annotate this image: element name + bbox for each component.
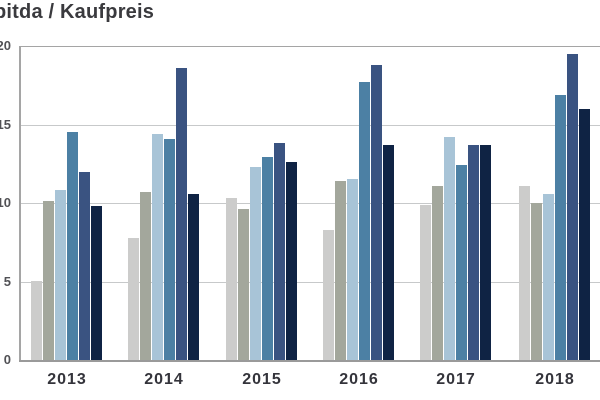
bar-2015-series-6-dark-navy	[286, 162, 297, 360]
x-axis-tick-label-2015: 2015	[242, 371, 282, 388]
bar-2017-series-6-dark-navy	[480, 145, 491, 360]
bar-2015-series-2-sage-gray	[238, 209, 249, 360]
bar-2015-series-5-slate-blue	[274, 143, 285, 360]
bar-2018-series-2-sage-gray	[531, 203, 542, 360]
bar-2016-series-2-sage-gray	[335, 181, 346, 360]
gridline-y-15	[19, 125, 600, 126]
bar-2014-series-6-dark-navy	[188, 194, 199, 360]
bar-2016-series-1-light-gray	[323, 230, 334, 360]
bar-2016-series-6-dark-navy	[383, 145, 394, 360]
bar-2017-series-1-light-gray	[420, 205, 431, 360]
bar-2014-series-2-sage-gray	[140, 192, 151, 360]
bar-2015-series-3-light-blue	[250, 167, 261, 360]
x-axis-tick-label-2013: 2013	[47, 371, 87, 388]
bar-2013-series-4-steel-blue	[67, 132, 78, 360]
bar-2018-series-3-light-blue	[543, 194, 554, 360]
bar-2015-series-1-light-gray	[226, 198, 237, 360]
y-axis-tick-label-10: 10	[0, 195, 11, 210]
bar-2015-series-4-steel-blue	[262, 157, 273, 360]
bar-2018-series-5-slate-blue	[567, 54, 578, 360]
bar-2016-series-5-slate-blue	[371, 65, 382, 360]
bar-2017-series-3-light-blue	[444, 137, 455, 360]
gridline-y-10	[19, 203, 600, 204]
bar-2017-series-5-slate-blue	[468, 145, 479, 360]
bar-2017-series-2-sage-gray	[432, 186, 443, 360]
bar-2018-series-1-light-gray	[519, 186, 530, 360]
y-axis-tick-label-15: 15	[0, 117, 11, 132]
bar-2018-series-4-steel-blue	[555, 95, 566, 360]
x-axis-tick-label-2018: 2018	[535, 371, 575, 388]
bar-2013-series-2-sage-gray	[43, 201, 54, 360]
chart-title: bitda / Kaufpreis	[0, 1, 155, 23]
x-axis-tick-label-2017: 2017	[436, 371, 476, 388]
gridline-y-20	[19, 46, 600, 47]
gridline-y-5	[19, 282, 600, 283]
y-axis-line	[19, 46, 21, 360]
bar-2014-series-3-light-blue	[152, 134, 163, 360]
bar-2016-series-4-steel-blue	[359, 82, 370, 360]
bar-2013-series-5-slate-blue	[79, 172, 90, 360]
bar-2014-series-5-slate-blue	[176, 68, 187, 360]
x-axis-line	[19, 360, 600, 362]
x-axis-tick-label-2014: 2014	[144, 371, 184, 388]
y-axis-tick-label-0: 0	[3, 352, 11, 367]
x-axis-tick-label-2016: 2016	[339, 371, 379, 388]
bar-2014-series-4-steel-blue	[164, 139, 175, 360]
bar-2013-series-1-light-gray	[31, 281, 42, 360]
bar-2017-series-4-steel-blue	[456, 165, 467, 360]
bar-2013-series-6-dark-navy	[91, 206, 102, 360]
bar-2016-series-3-light-blue	[347, 179, 358, 360]
bar-2018-series-6-dark-navy	[579, 109, 590, 360]
bar-2014-series-1-light-gray	[128, 238, 139, 360]
y-axis-tick-label-20: 20	[0, 38, 11, 53]
bar-2013-series-3-light-blue	[55, 190, 66, 360]
y-axis-tick-label-5: 5	[3, 274, 11, 289]
